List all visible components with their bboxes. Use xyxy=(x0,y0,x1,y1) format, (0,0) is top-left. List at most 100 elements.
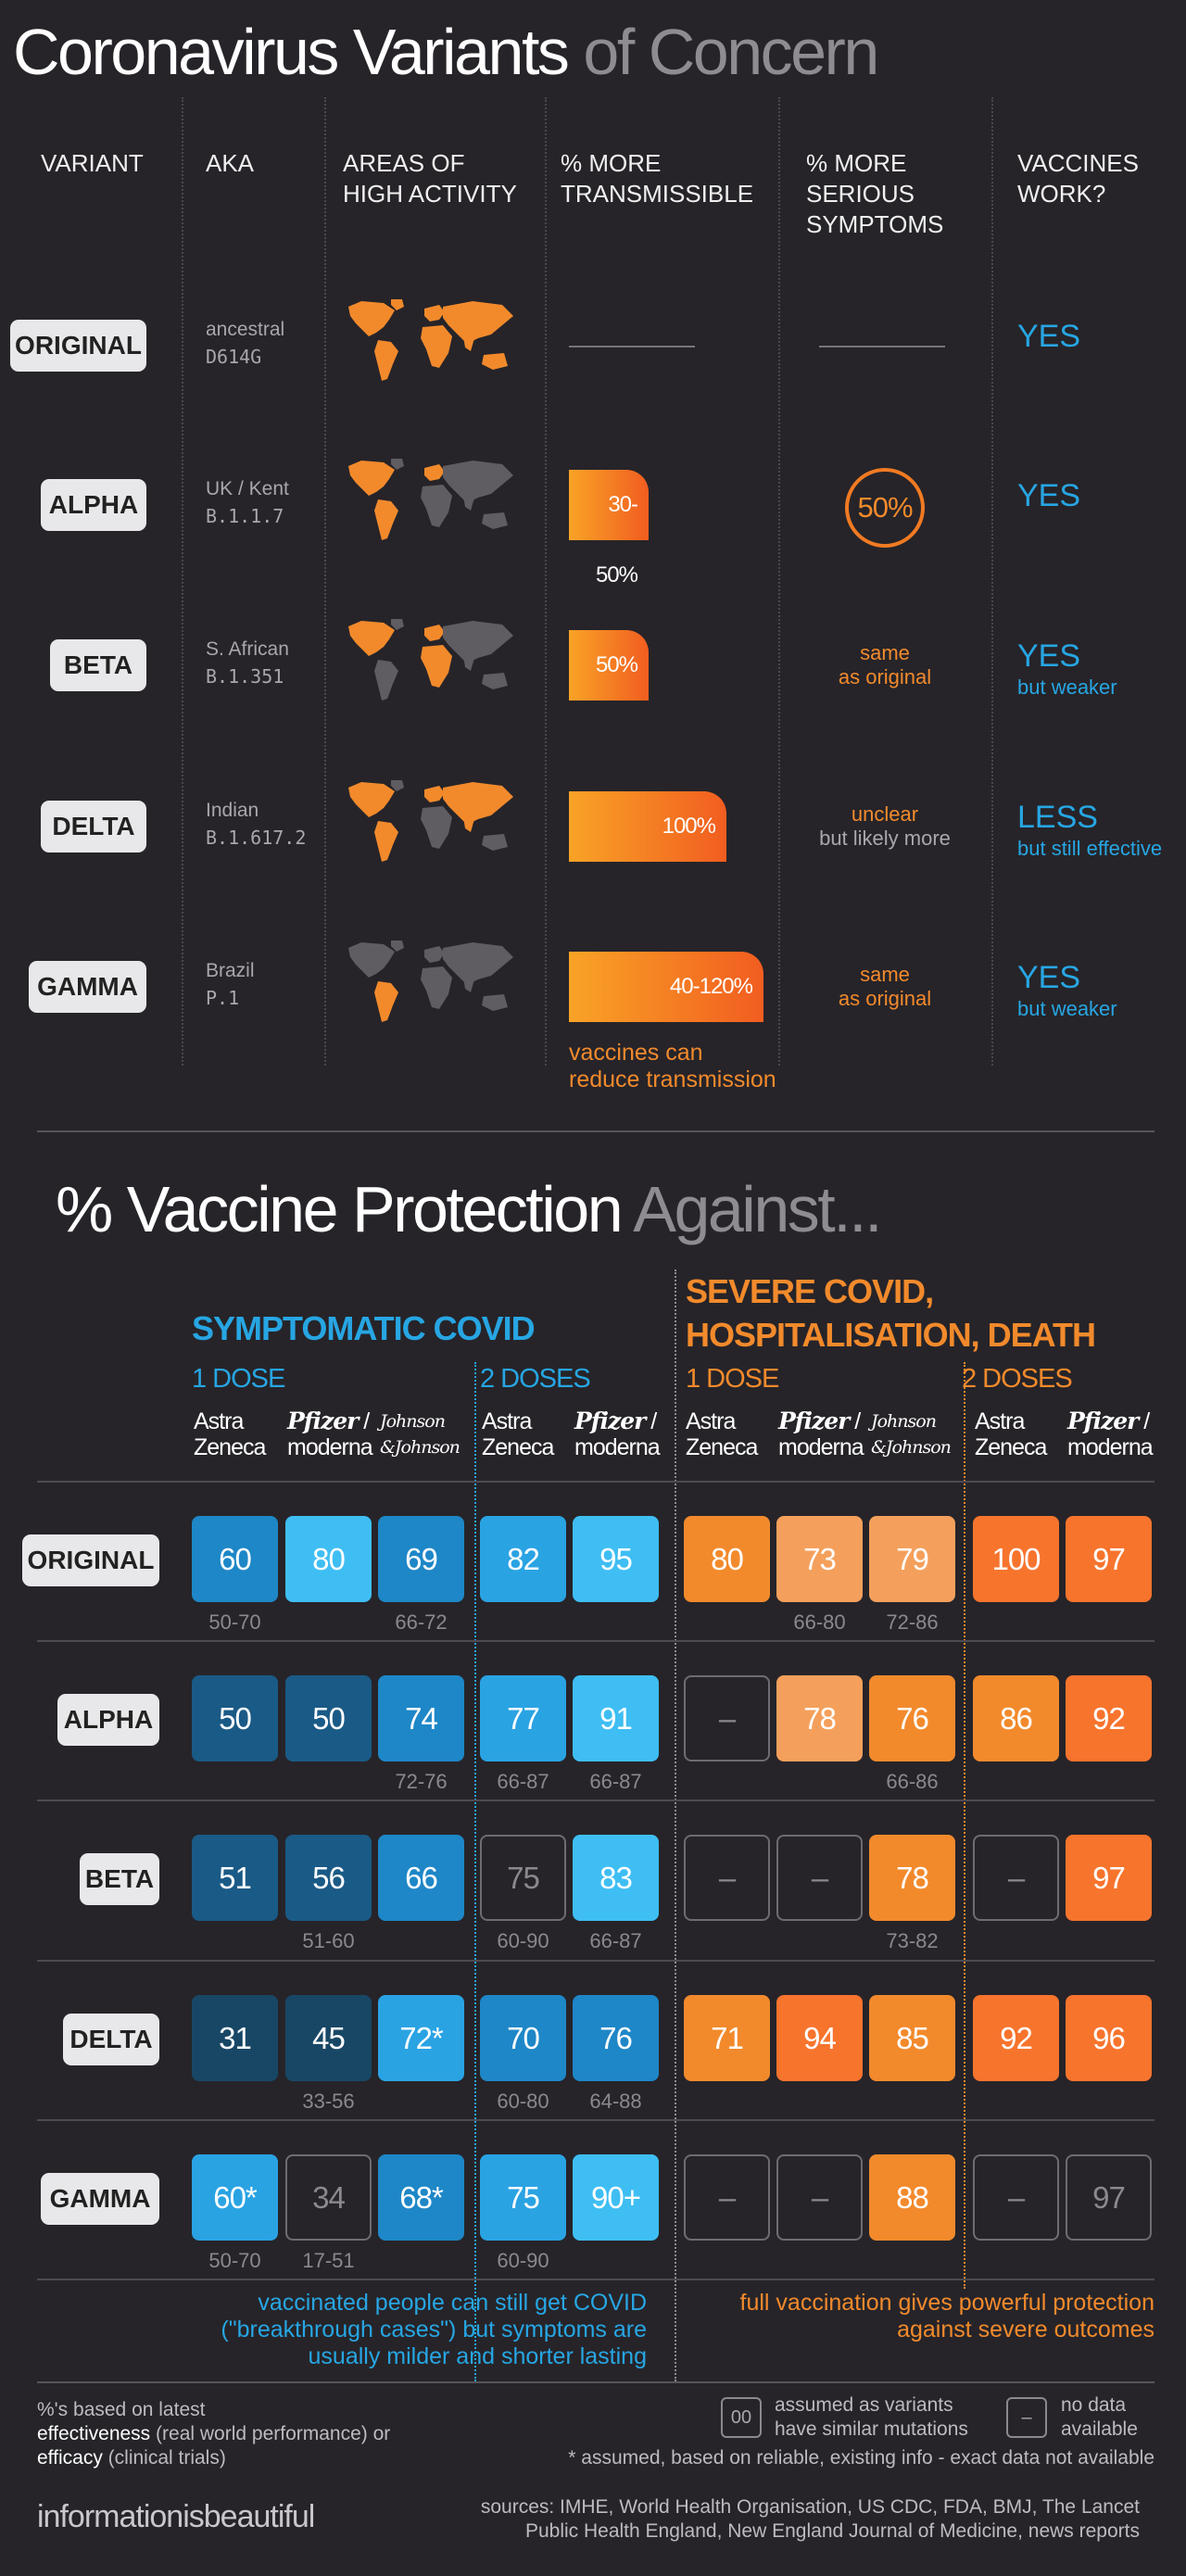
protection-cell: 56 xyxy=(285,1835,372,1921)
protection-range: 66-87 xyxy=(589,1770,642,1793)
row-divider xyxy=(37,1799,1154,1801)
map-region-gl xyxy=(391,299,404,310)
protection-cell: 45 xyxy=(285,1995,372,2081)
protection-cell: 82 xyxy=(480,1516,566,1602)
protection-cell: – xyxy=(684,1835,770,1921)
vaccine-brand: Astra Zeneca xyxy=(194,1408,266,1460)
protection-cell: 76 xyxy=(869,1675,955,1762)
map-region-in xyxy=(463,817,474,832)
protection-cell: 69 xyxy=(378,1516,464,1602)
protection-range: 66-80 xyxy=(793,1610,846,1634)
column-header-areas: AREAS OF HIGH ACTIVITY xyxy=(343,149,517,208)
map-region-eu xyxy=(424,946,445,963)
protection-cell: 60* xyxy=(192,2154,278,2241)
group-symptomatic: SYMPTOMATIC COVID xyxy=(192,1309,536,1347)
aka-name: Indian xyxy=(206,800,259,821)
severity-ring: 50% xyxy=(845,468,925,548)
world-map xyxy=(348,780,513,862)
protection-row-label: GAMMA xyxy=(41,2173,159,2225)
map-region-sa xyxy=(374,821,398,862)
column-divider xyxy=(991,97,993,1066)
protection-cell: 76 xyxy=(573,1995,659,2081)
protection-cell: – xyxy=(776,1835,863,1921)
protection-cell: 74 xyxy=(378,1675,464,1762)
vaccine-verdict: YES xyxy=(1017,960,1081,995)
protection-row-label: ALPHA xyxy=(57,1694,159,1746)
map-region-sa xyxy=(374,340,398,381)
protection-range: 60-90 xyxy=(497,1929,549,1952)
protection-range: 51-60 xyxy=(302,1929,355,1952)
vaccine-brand: Pfizer / moderna xyxy=(1067,1408,1154,1461)
legend-nodata-box: – xyxy=(1006,2397,1047,2438)
map-region-as xyxy=(443,461,513,503)
map-region-oc xyxy=(482,834,508,851)
map-region-gl xyxy=(391,619,404,630)
protection-range: 66-87 xyxy=(497,1770,549,1793)
column-divider xyxy=(545,97,547,1066)
vaccine-note: but weaker xyxy=(1017,676,1117,699)
vaccine-brand: Pfizer / moderna xyxy=(778,1408,864,1461)
aka-name: Brazil xyxy=(206,960,255,981)
vaccine-brand: Johnson &Johnson xyxy=(380,1411,461,1458)
protection-cell: 100 xyxy=(973,1516,1059,1602)
protection-cell: 51 xyxy=(192,1835,278,1921)
protection-cell: 78 xyxy=(776,1675,863,1762)
group-divider xyxy=(675,1269,676,2381)
variant-label-beta: BETA xyxy=(50,639,146,691)
map-region-oc xyxy=(482,353,508,370)
row-divider xyxy=(37,2279,1154,2280)
protection-range: 66-86 xyxy=(886,1770,939,1793)
protection-range: 72-76 xyxy=(395,1770,448,1793)
no-data-dash xyxy=(569,346,695,347)
map-region-af xyxy=(421,325,452,368)
world-map xyxy=(348,299,513,381)
protection-range: 64-88 xyxy=(589,2090,642,2113)
section-divider xyxy=(37,1130,1154,1132)
protection-range: 33-56 xyxy=(302,2090,355,2113)
vaccine-brand: Astra Zeneca xyxy=(686,1408,758,1460)
protection-cell: 31 xyxy=(192,1995,278,2081)
protection-cell: 34 xyxy=(285,2154,372,2241)
no-data-dash xyxy=(819,346,945,347)
column-divider xyxy=(182,97,183,1066)
map-region-gl xyxy=(391,780,404,791)
vaccine-brand: Astra Zeneca xyxy=(482,1408,554,1460)
protection-range: 66-87 xyxy=(589,1929,642,1952)
map-region-na xyxy=(348,301,395,336)
protection-cell: 97 xyxy=(1066,1516,1152,1602)
map-region-af xyxy=(421,485,452,527)
logo: informationisbeautiful xyxy=(37,2499,315,2534)
protection-cell: 80 xyxy=(285,1516,372,1602)
sources: sources: IMHE, World Health Organisation… xyxy=(480,2496,1140,2542)
protection-cell: 86 xyxy=(973,1675,1059,1762)
transmissibility-bar: 40-120% xyxy=(569,952,763,1022)
vaccine-brand: Pfizer / moderna xyxy=(574,1408,661,1461)
column-header-severity: % MORE SERIOUS SYMPTOMS xyxy=(806,149,944,238)
protection-cell: 85 xyxy=(869,1995,955,2081)
protection-cell: 50 xyxy=(192,1675,278,1762)
map-region-in xyxy=(463,336,474,351)
transmissibility-bar: 30-50% xyxy=(569,470,649,587)
map-region-na xyxy=(348,621,395,656)
protection-cell: 92 xyxy=(1066,1675,1152,1762)
map-region-in xyxy=(463,978,474,992)
dose-label: 1 DOSE xyxy=(192,1364,285,1394)
protection-cell: – xyxy=(684,2154,770,2241)
map-region-oc xyxy=(482,994,508,1011)
protection-cell: 94 xyxy=(776,1995,863,2081)
map-region-oc xyxy=(482,673,508,689)
aka-name: ancestral xyxy=(206,319,285,340)
map-region-as xyxy=(443,301,513,344)
protection-cell: 96 xyxy=(1066,1995,1152,2081)
map-region-na xyxy=(348,782,395,817)
protection-cell: 91 xyxy=(573,1675,659,1762)
protection-cell: 77 xyxy=(480,1675,566,1762)
footnote-asterisk: * assumed, based on reliable, existing i… xyxy=(568,2447,1154,2469)
protection-cell: 90+ xyxy=(573,2154,659,2241)
protection-cell: 78 xyxy=(869,1835,955,1921)
group-severe: SEVERE COVID, HOSPITALISATION, DEATH xyxy=(686,1272,1096,1354)
map-region-eu xyxy=(424,464,445,481)
variant-label-original: ORIGINAL xyxy=(10,320,146,372)
severity-text: same as original xyxy=(838,963,932,1010)
aka-code: D614G xyxy=(206,346,262,368)
